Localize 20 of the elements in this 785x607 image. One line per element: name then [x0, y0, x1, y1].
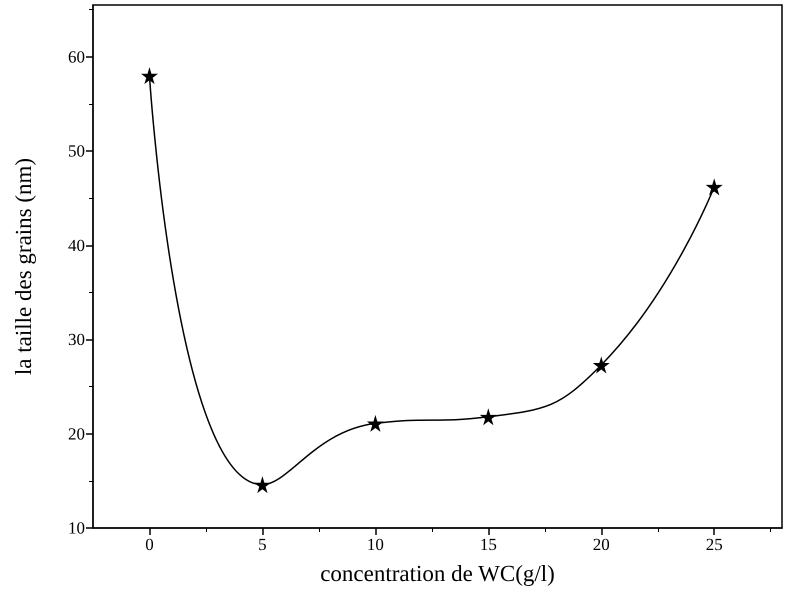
- point: [592, 356, 610, 374]
- point: [140, 67, 158, 84]
- y-axis-title: la taille des grains (nm): [11, 158, 36, 376]
- point: [366, 414, 384, 432]
- x-tick-label: 15: [480, 535, 497, 554]
- x-tick-label: 20: [592, 535, 610, 554]
- point: [254, 476, 271, 494]
- y-tick-label: 10: [68, 518, 85, 538]
- point: [480, 408, 497, 426]
- y-tick-label: 50: [68, 142, 85, 161]
- x-tick-label: 10: [366, 535, 384, 554]
- y-tick-label: 40: [68, 236, 85, 255]
- y-tick-label: 60: [68, 47, 85, 66]
- x-tick-label: 25: [706, 535, 723, 554]
- x-axis-title: concentration de WC(g/l): [320, 561, 555, 586]
- y-tick-label: 30: [68, 330, 85, 350]
- point: [706, 178, 723, 196]
- x-tick-label: 5: [258, 535, 267, 554]
- y-tick-label: 20: [68, 424, 85, 444]
- x-tick-label: 0: [145, 535, 154, 554]
